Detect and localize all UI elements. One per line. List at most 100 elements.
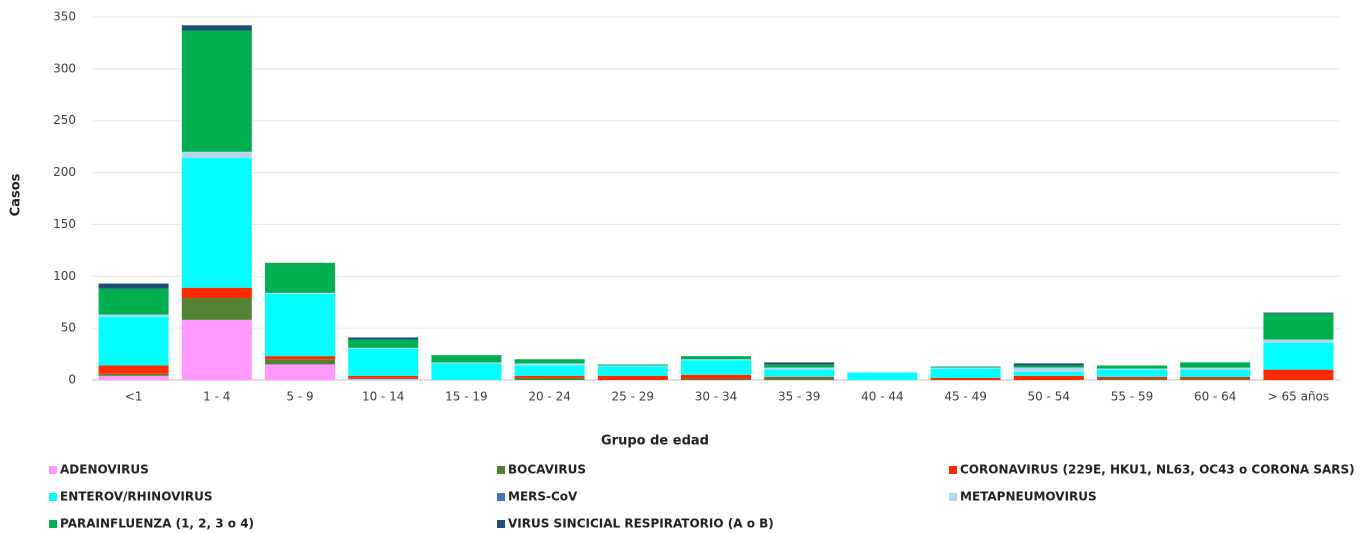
bar-segment [98, 373, 169, 376]
bar-segment [1180, 376, 1251, 379]
bar-segment [1013, 363, 1084, 366]
x-tick-label: 10 - 14 [362, 390, 405, 404]
bar-segment [681, 360, 751, 375]
bar-segment [1180, 369, 1251, 377]
bar-segment [181, 151, 252, 159]
bar-segment [514, 377, 585, 380]
legend-text: VIRUS SINCICIAL RESPIRATORIO (A o B) [508, 517, 774, 531]
bar-segment [265, 356, 335, 360]
x-tick-label: 1 - 4 [203, 390, 230, 404]
y-tick-label: 150 [53, 217, 76, 231]
x-tick-label: 15 - 19 [445, 390, 488, 404]
legend-swatch [949, 466, 957, 474]
bar-segment [764, 364, 835, 368]
bar-segment [431, 355, 502, 363]
y-tick-label: 200 [53, 165, 76, 179]
legend-swatch [49, 520, 57, 528]
bar-segment [514, 363, 585, 366]
bar-segment [1263, 369, 1334, 380]
legend-text: CORONAVIRUS (229E, HKU1, NL63, OC43 o CO… [960, 463, 1355, 477]
bar-segment [181, 25, 252, 31]
bar-segment [597, 366, 668, 376]
bar-segment [181, 298, 252, 320]
legend-text: BOCAVIRUS [508, 463, 586, 477]
bar-segment [1263, 339, 1334, 343]
bar-segment [930, 377, 1001, 380]
bar-segment [764, 377, 835, 380]
x-tick-label: 35 - 39 [778, 390, 821, 404]
y-tick-label: 250 [53, 113, 76, 127]
bar-segment [930, 367, 1001, 369]
bar-segment [1180, 367, 1251, 370]
bar-segment [514, 375, 585, 378]
y-tick-label: 100 [53, 269, 76, 283]
bar-segment [98, 375, 169, 380]
legend-text: ENTEROV/RHINOVIRUS [60, 490, 212, 504]
bar-segment [597, 365, 668, 367]
bar-segment [181, 158, 252, 288]
bar-segment [764, 362, 835, 365]
bar-segment [348, 378, 419, 380]
legend-swatch [497, 520, 505, 528]
bar-segment [181, 319, 252, 380]
bar-segment [1180, 362, 1251, 368]
x-tick-label: > 65 años [1268, 390, 1330, 404]
bar-segment [265, 292, 335, 294]
bar-segment [681, 356, 751, 360]
bar-segment [98, 316, 169, 366]
y-tick-label: 350 [53, 10, 76, 24]
bar-segment [764, 376, 835, 378]
bar-segment [514, 365, 585, 376]
bar-segment [681, 359, 751, 361]
bar-segment [597, 364, 668, 366]
bar-segment [681, 374, 751, 379]
bar-segment [1263, 313, 1334, 340]
x-tick-label: 5 - 9 [286, 390, 313, 404]
x-tick-label: 55 - 59 [1111, 390, 1154, 404]
bar-segment [98, 314, 169, 317]
bar-segment [764, 367, 835, 370]
bar-segment [1013, 367, 1084, 372]
legend-text: PARAINFLUENZA (1, 2, 3 o 4) [60, 517, 254, 531]
x-axis-title: Grupo de edad [601, 434, 709, 449]
bar-segment [764, 369, 835, 377]
bar-segment [1180, 378, 1251, 380]
bar-segment [1097, 376, 1167, 379]
bar-segment [348, 339, 419, 348]
bar-segment [181, 30, 252, 152]
bar-segment [1013, 371, 1084, 376]
legend-swatch [49, 493, 57, 501]
bar-segment [930, 368, 1001, 378]
bar-segment [98, 365, 169, 374]
bar-segment [348, 375, 419, 378]
x-tick-label: <1 [125, 390, 143, 404]
bar-segment [930, 366, 1001, 368]
bar-segment [265, 364, 335, 380]
bar-segment [1097, 378, 1167, 380]
x-tick-label: 60 - 64 [1194, 390, 1237, 404]
legend-text: MERS-CoV [508, 490, 578, 504]
bar-segment [348, 337, 419, 340]
bar-segment [431, 362, 502, 364]
bar-segment [431, 363, 502, 380]
bar-segment [265, 262, 335, 293]
legend-swatch [49, 466, 57, 474]
bar-segment [348, 347, 419, 349]
x-tick-label: 40 - 44 [861, 390, 904, 404]
bar-segment [181, 287, 252, 299]
bar-segment [348, 377, 419, 379]
bar-segment [1013, 375, 1084, 380]
bar-segment [681, 378, 751, 380]
bar-segment [847, 371, 918, 373]
bar-segment [348, 348, 419, 376]
legend-text: ADENOVIRUS [60, 463, 149, 477]
bar-segment [98, 288, 169, 315]
bar-segment [265, 359, 335, 365]
legend-text: METAPNEUMOVIRUS [960, 490, 1097, 504]
bar-segment [98, 283, 169, 289]
bar-segment [847, 372, 918, 380]
legend-swatch [497, 466, 505, 474]
bar-segment [1097, 369, 1167, 377]
x-tick-label: 30 - 34 [695, 390, 738, 404]
